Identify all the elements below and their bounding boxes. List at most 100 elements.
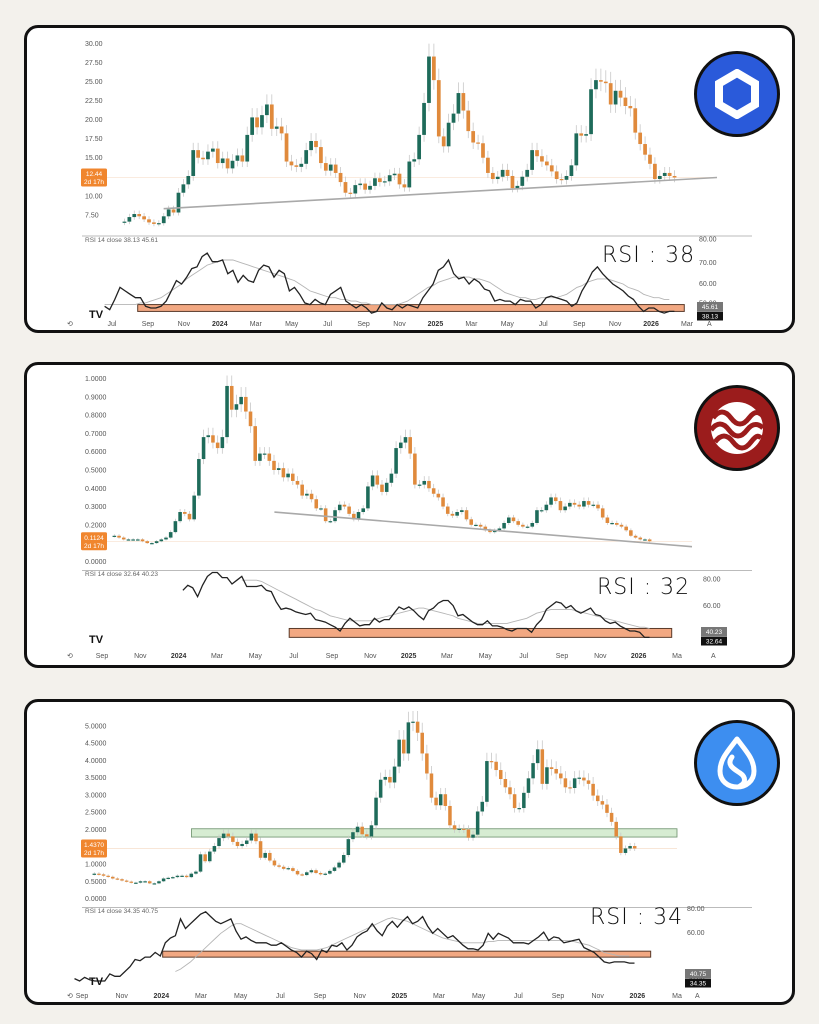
svg-text:Mar: Mar <box>195 993 208 1000</box>
svg-text:15.00: 15.00 <box>85 155 103 162</box>
svg-text:20.00: 20.00 <box>85 117 103 124</box>
rsi-ma-line <box>241 579 650 629</box>
svg-text:2.5000: 2.5000 <box>85 810 107 817</box>
svg-text:RSI 14 close 34.35 40.75: RSI 14 close 34.35 40.75 <box>85 908 158 915</box>
svg-text:0.8000: 0.8000 <box>85 413 107 420</box>
sui-droplet-icon <box>694 720 780 806</box>
svg-text:Sep: Sep <box>573 321 586 328</box>
svg-text:Jul: Jul <box>514 993 523 1000</box>
svg-text:60.00: 60.00 <box>687 930 705 937</box>
svg-text:2d 17h: 2d 17h <box>84 850 104 857</box>
svg-text:2d 17h: 2d 17h <box>84 179 104 186</box>
sei-waves-icon <box>694 385 780 471</box>
svg-text:Jul: Jul <box>289 653 298 660</box>
rsi-line <box>74 911 635 982</box>
svg-text:May: May <box>234 993 248 1000</box>
svg-text:0.3000: 0.3000 <box>85 504 107 511</box>
svg-text:Sep: Sep <box>326 653 339 660</box>
svg-text:25.00: 25.00 <box>85 79 103 86</box>
svg-text:Nov: Nov <box>134 653 147 660</box>
svg-text:40.23: 40.23 <box>706 629 723 636</box>
svg-text:2026: 2026 <box>630 993 646 1000</box>
svg-text:60.00: 60.00 <box>699 281 717 288</box>
rsi-oversold-zone <box>137 304 685 312</box>
rsi-ma-line <box>104 259 670 306</box>
svg-text:45.61: 45.61 <box>702 304 719 311</box>
svg-text:34.35: 34.35 <box>690 981 707 988</box>
rsi-line <box>104 252 675 314</box>
chart-panel-sei: 1.0000 0.9000 0.8000 0.7000 0.6000 0.5000 0.40… <box>24 362 795 668</box>
svg-text:Mar: Mar <box>211 653 224 660</box>
svg-text:Sep: Sep <box>314 993 327 1000</box>
svg-text:22.50: 22.50 <box>85 98 103 105</box>
svg-text:May: May <box>249 653 263 660</box>
svg-text:2026: 2026 <box>631 653 647 660</box>
svg-text:May: May <box>479 653 493 660</box>
tradingview-logo: TV <box>89 976 104 988</box>
tradingview-logo: TV <box>89 634 104 646</box>
svg-text:May: May <box>285 321 299 328</box>
svg-text:10.00: 10.00 <box>85 193 103 200</box>
chainlink-hexagon-icon <box>694 51 780 137</box>
svg-text:Mar: Mar <box>433 993 446 1000</box>
svg-text:80.00: 80.00 <box>699 237 717 244</box>
svg-text:2d 17h: 2d 17h <box>84 543 104 550</box>
svg-text:2026: 2026 <box>643 321 659 328</box>
svg-text:0.7000: 0.7000 <box>85 431 107 438</box>
svg-text:Sep: Sep <box>142 321 155 328</box>
svg-text:2025: 2025 <box>401 653 417 660</box>
price-and-rsi-chart[interactable]: 5.0000 4.5000 4.0000 3.5000 3.0000 2.5000 2.00… <box>27 702 792 1002</box>
svg-text:0.0000: 0.0000 <box>85 896 107 903</box>
svg-text:⟲: ⟲ <box>67 653 73 660</box>
svg-text:0.0000: 0.0000 <box>85 559 107 566</box>
price-and-rsi-chart[interactable]: 30.00 27.50 25.00 22.50 20.00 17.50 15.00 10.00… <box>27 28 792 330</box>
time-axis: ⟲ Sep Nov 2024 Mar May Jul Sep Nov 2025 Mar May Jul S… <box>67 993 700 1000</box>
rsi-pane: RSI 14 close 38.13 45.6180.0070.0060.005… <box>85 237 723 321</box>
svg-text:30.00: 30.00 <box>85 41 103 48</box>
svg-text:Nov: Nov <box>364 653 377 660</box>
svg-text:Nov: Nov <box>178 321 191 328</box>
svg-text:80.00: 80.00 <box>703 577 721 584</box>
svg-text:0.5000: 0.5000 <box>85 879 107 886</box>
svg-text:0.2000: 0.2000 <box>85 522 107 529</box>
rsi-annotation: RSI : 38 <box>602 243 696 268</box>
svg-text:A: A <box>707 321 712 328</box>
svg-text:Nov: Nov <box>353 993 366 1000</box>
svg-text:Jul: Jul <box>519 653 528 660</box>
trendline <box>274 511 693 548</box>
svg-text:Mar: Mar <box>465 321 478 328</box>
svg-text:70.00: 70.00 <box>699 260 717 267</box>
trendline <box>163 176 718 210</box>
svg-text:Sep: Sep <box>76 993 89 1000</box>
rsi-oversold-zone <box>162 950 652 958</box>
svg-text:38.13: 38.13 <box>702 314 719 321</box>
svg-text:Ma: Ma <box>672 993 682 1000</box>
svg-text:⟲: ⟲ <box>67 321 73 328</box>
svg-text:2025: 2025 <box>428 321 444 328</box>
rsi-oversold-zone <box>288 627 673 638</box>
svg-text:80.00: 80.00 <box>687 906 705 913</box>
svg-text:3.5000: 3.5000 <box>85 775 107 782</box>
svg-text:5.0000: 5.0000 <box>85 723 107 730</box>
svg-text:Nov: Nov <box>609 321 622 328</box>
support-zone <box>191 828 678 838</box>
svg-text:RSI 14 close 32.64 40.23: RSI 14 close 32.64 40.23 <box>85 571 158 578</box>
svg-text:⟲: ⟲ <box>67 993 73 1000</box>
svg-text:4.5000: 4.5000 <box>85 741 107 748</box>
svg-text:0.4000: 0.4000 <box>85 486 107 493</box>
rsi-pane: RSI 14 close 32.64 40.23 80.00 60.00 40.23 3… <box>85 571 727 646</box>
svg-text:2024: 2024 <box>212 321 228 328</box>
price-and-rsi-chart[interactable]: 1.0000 0.9000 0.8000 0.7000 0.6000 0.5000 0.40… <box>27 365 792 665</box>
svg-text:Mar: Mar <box>681 321 694 328</box>
svg-text:Mar: Mar <box>441 653 454 660</box>
svg-text:Sep: Sep <box>357 321 370 328</box>
svg-text:0.9000: 0.9000 <box>85 394 107 401</box>
svg-text:Ma: Ma <box>672 653 682 660</box>
svg-text:A: A <box>695 993 700 1000</box>
price-axis: 1.0000 0.9000 0.8000 0.7000 0.6000 0.5000 0.40… <box>85 376 107 566</box>
svg-text:40.75: 40.75 <box>690 971 707 978</box>
svg-text:3.0000: 3.0000 <box>85 792 107 799</box>
time-axis: ⟲ Sep Nov 2024 Mar May Jul Sep Nov 2025 Mar May Jul S… <box>67 653 716 660</box>
rsi-annotation: RSI : 32 <box>597 575 691 600</box>
